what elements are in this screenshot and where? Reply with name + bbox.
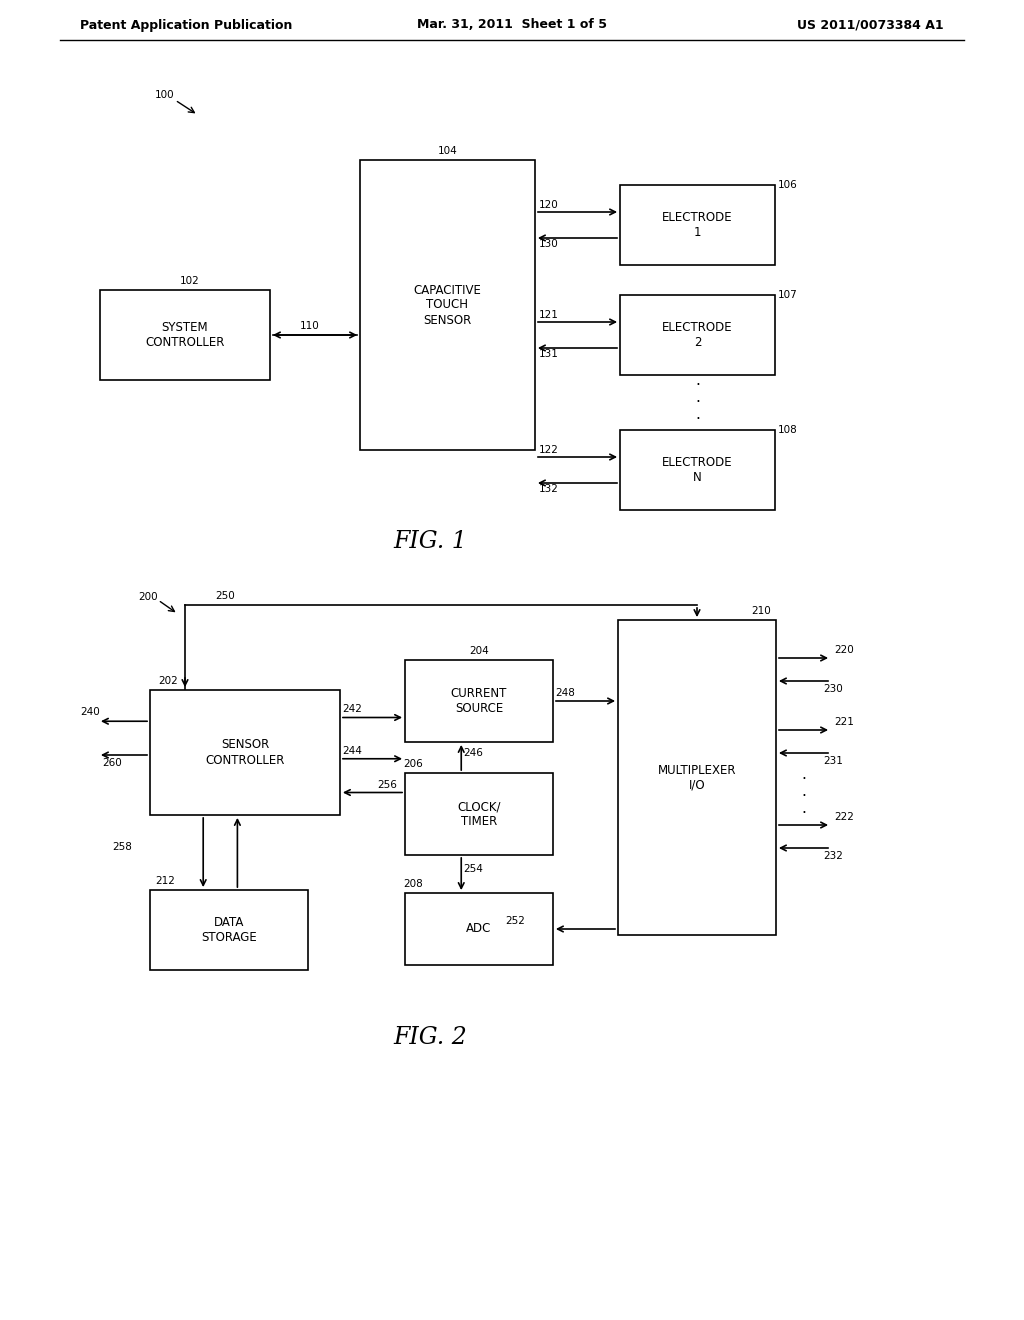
Text: 222: 222 bbox=[834, 812, 854, 822]
Text: 254: 254 bbox=[463, 865, 483, 874]
Text: 106: 106 bbox=[778, 180, 798, 190]
FancyBboxPatch shape bbox=[620, 185, 775, 265]
Text: Patent Application Publication: Patent Application Publication bbox=[80, 18, 293, 32]
Text: 248: 248 bbox=[555, 688, 574, 698]
Text: ELECTRODE
N: ELECTRODE N bbox=[663, 455, 733, 484]
Text: 250: 250 bbox=[215, 591, 234, 601]
Text: MULTIPLEXER
I/O: MULTIPLEXER I/O bbox=[657, 763, 736, 792]
Text: CAPACITIVE
TOUCH
SENSOR: CAPACITIVE TOUCH SENSOR bbox=[414, 284, 481, 326]
FancyBboxPatch shape bbox=[150, 690, 340, 814]
Text: ADC: ADC bbox=[466, 923, 492, 936]
Text: 110: 110 bbox=[300, 321, 319, 331]
Text: 242: 242 bbox=[342, 705, 361, 714]
Text: 107: 107 bbox=[778, 290, 798, 300]
FancyBboxPatch shape bbox=[620, 430, 775, 510]
Text: 221: 221 bbox=[834, 717, 854, 727]
Text: 104: 104 bbox=[437, 147, 458, 156]
Text: 102: 102 bbox=[180, 276, 200, 286]
FancyBboxPatch shape bbox=[100, 290, 270, 380]
Text: 122: 122 bbox=[539, 445, 559, 455]
FancyBboxPatch shape bbox=[618, 620, 776, 935]
FancyBboxPatch shape bbox=[360, 160, 535, 450]
Text: SYSTEM
CONTROLLER: SYSTEM CONTROLLER bbox=[145, 321, 224, 348]
Text: 121: 121 bbox=[539, 310, 559, 319]
Text: 256: 256 bbox=[377, 780, 397, 789]
Text: 230: 230 bbox=[823, 684, 843, 694]
Text: 208: 208 bbox=[403, 879, 423, 888]
FancyBboxPatch shape bbox=[406, 660, 553, 742]
Text: DATA
STORAGE: DATA STORAGE bbox=[201, 916, 257, 944]
Text: 130: 130 bbox=[539, 239, 559, 249]
Text: 204: 204 bbox=[469, 645, 488, 656]
Text: 231: 231 bbox=[823, 756, 843, 766]
Text: 220: 220 bbox=[834, 645, 854, 655]
Text: 206: 206 bbox=[403, 759, 423, 770]
Text: 252: 252 bbox=[505, 916, 525, 927]
Text: 132: 132 bbox=[539, 484, 559, 494]
Text: 212: 212 bbox=[155, 876, 175, 886]
Text: CLOCK/
TIMER: CLOCK/ TIMER bbox=[458, 800, 501, 828]
Text: ·
·
·: · · · bbox=[695, 378, 700, 428]
Text: 244: 244 bbox=[342, 746, 361, 756]
Text: FIG. 2: FIG. 2 bbox=[393, 1027, 467, 1049]
Text: FIG. 1: FIG. 1 bbox=[393, 531, 467, 553]
FancyBboxPatch shape bbox=[150, 890, 308, 970]
FancyBboxPatch shape bbox=[406, 774, 553, 855]
Text: 258: 258 bbox=[112, 842, 132, 853]
Text: 120: 120 bbox=[539, 201, 559, 210]
Text: Mar. 31, 2011  Sheet 1 of 5: Mar. 31, 2011 Sheet 1 of 5 bbox=[417, 18, 607, 32]
Text: 240: 240 bbox=[80, 708, 99, 717]
Text: ·
·
·: · · · bbox=[801, 772, 806, 821]
Text: SENSOR
CONTROLLER: SENSOR CONTROLLER bbox=[206, 738, 285, 767]
FancyBboxPatch shape bbox=[406, 894, 553, 965]
Text: US 2011/0073384 A1: US 2011/0073384 A1 bbox=[798, 18, 944, 32]
Text: 210: 210 bbox=[752, 606, 771, 616]
Text: 202: 202 bbox=[158, 676, 178, 686]
Text: 246: 246 bbox=[463, 747, 483, 758]
FancyBboxPatch shape bbox=[620, 294, 775, 375]
Text: 100: 100 bbox=[155, 90, 175, 100]
Text: ELECTRODE
2: ELECTRODE 2 bbox=[663, 321, 733, 348]
Text: ELECTRODE
1: ELECTRODE 1 bbox=[663, 211, 733, 239]
Text: 200: 200 bbox=[138, 591, 158, 602]
Text: 232: 232 bbox=[823, 851, 843, 861]
Text: 131: 131 bbox=[539, 348, 559, 359]
Text: 260: 260 bbox=[102, 758, 122, 768]
Text: CURRENT
SOURCE: CURRENT SOURCE bbox=[451, 686, 507, 715]
Text: 108: 108 bbox=[778, 425, 798, 436]
